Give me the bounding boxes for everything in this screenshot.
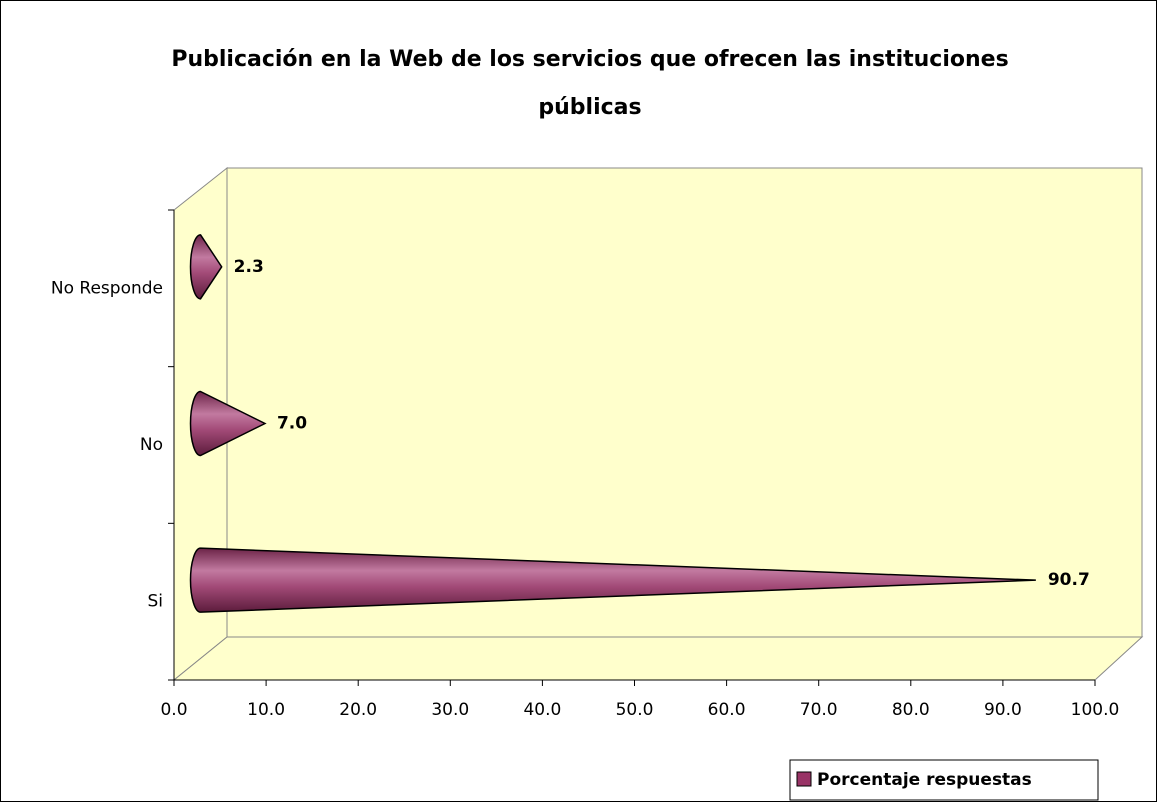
legend-label: Porcentaje respuestas: [817, 770, 1032, 790]
x-tick-label: 0.0: [160, 700, 187, 720]
x-tick-label: 10.0: [247, 700, 285, 720]
x-tick-label: 40.0: [523, 700, 561, 720]
x-tick-label: 70.0: [800, 700, 838, 720]
x-tick-label: 90.0: [984, 700, 1022, 720]
x-tick-label: 30.0: [431, 700, 469, 720]
x-tick-label: 100.0: [1071, 700, 1120, 720]
x-tick-label: 60.0: [708, 700, 746, 720]
y-tick-label: Si: [147, 592, 163, 612]
data-label: 90.7: [1048, 570, 1090, 590]
data-label: 2.3: [234, 257, 264, 277]
floor: [172, 636, 1144, 681]
data-label: 7.0: [277, 414, 307, 434]
cone: [189, 390, 267, 457]
legend: [789, 759, 1099, 801]
x-tick-label: 50.0: [616, 700, 654, 720]
chart-title: Publicación en la Web de los servicios q…: [171, 47, 1008, 72]
cone: [189, 547, 1036, 613]
chart-title: públicas: [538, 95, 641, 120]
legend-swatch: [796, 771, 812, 787]
y-tick-label: No Responde: [51, 278, 163, 298]
x-tick-label: 80.0: [892, 700, 930, 720]
x-tick-label: 20.0: [339, 700, 377, 720]
y-tick-label: No: [140, 435, 163, 455]
cone: [189, 234, 223, 300]
